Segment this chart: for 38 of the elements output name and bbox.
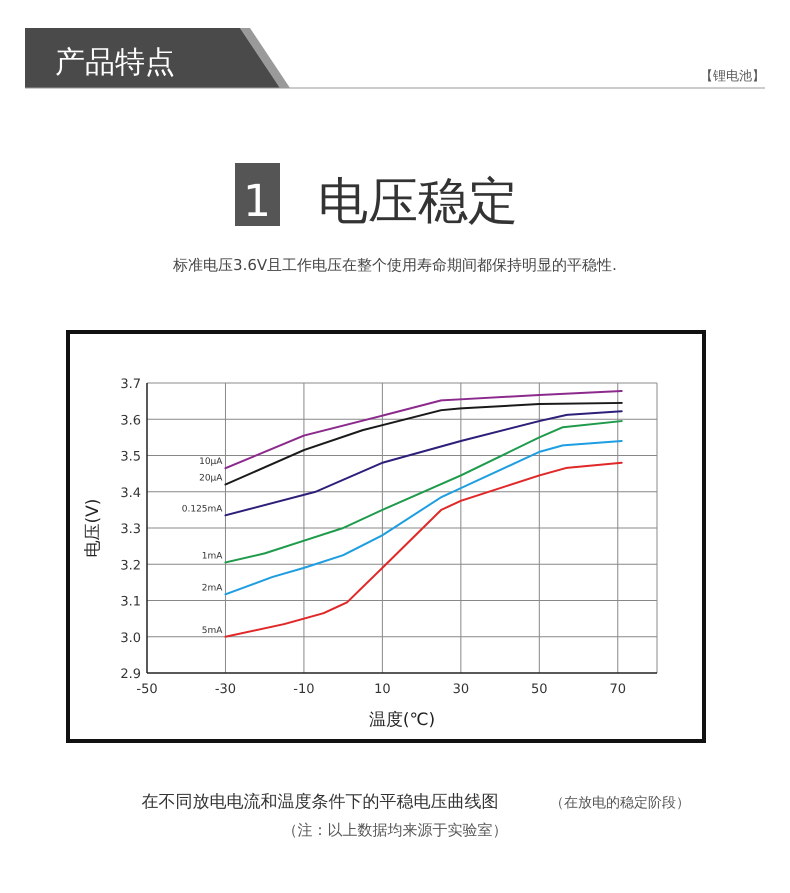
series-label: 20μA bbox=[199, 474, 224, 484]
y-tick-label: 3.6 bbox=[120, 413, 141, 428]
text: 1 bbox=[243, 176, 271, 227]
y-tick-label: 2.9 bbox=[120, 667, 141, 682]
text: （在放电的稳定阶段） bbox=[550, 795, 690, 811]
text: 【锂电池】 bbox=[700, 69, 765, 84]
y-axis-title: 电压(V) bbox=[83, 498, 103, 558]
y-tick-label: 3.4 bbox=[120, 486, 141, 501]
text: 产品特点 bbox=[55, 45, 175, 80]
x-tick-label: -50 bbox=[136, 682, 158, 697]
chart-title: 电压稳定 bbox=[318, 172, 518, 230]
x-tick-label: -10 bbox=[293, 682, 315, 697]
x-tick-label: 10 bbox=[374, 682, 391, 697]
text: （注：以上数据均来源于实验室） bbox=[282, 821, 508, 839]
x-tick-label: -30 bbox=[214, 682, 236, 697]
x-tick-label: 50 bbox=[531, 682, 548, 697]
line-series bbox=[224, 402, 623, 486]
x-tick-label: 30 bbox=[452, 682, 470, 697]
line-series bbox=[224, 462, 623, 638]
y-tick-label: 3.0 bbox=[120, 630, 141, 646]
series-label: 10μA bbox=[199, 457, 224, 468]
y-tick-label: 3.3 bbox=[120, 522, 141, 537]
series-label: 2mA bbox=[202, 583, 224, 594]
x-tick-label: 70 bbox=[609, 682, 626, 697]
y-tick-label: 3.2 bbox=[120, 558, 141, 574]
y-tick-label: 3.1 bbox=[120, 594, 141, 610]
line-series bbox=[224, 390, 623, 470]
chart-subtitle: 标准电压3.6V且工作电压在整个使用寿命期间都保持明显的平稳性. bbox=[172, 256, 617, 274]
y-tick-label: 3.5 bbox=[120, 450, 141, 464]
line-series bbox=[224, 410, 623, 516]
text: 在不同放电电流和温度条件下的平稳电压曲线图 bbox=[142, 792, 498, 812]
line-series bbox=[224, 420, 623, 564]
series-label: 0.125mA bbox=[182, 504, 224, 514]
x-axis-title: 温度(℃) bbox=[368, 710, 436, 730]
line-series bbox=[224, 440, 623, 596]
series-label: 5mA bbox=[202, 626, 224, 636]
y-tick-label: 3.7 bbox=[120, 377, 141, 392]
series-label: 1mA bbox=[202, 551, 224, 562]
